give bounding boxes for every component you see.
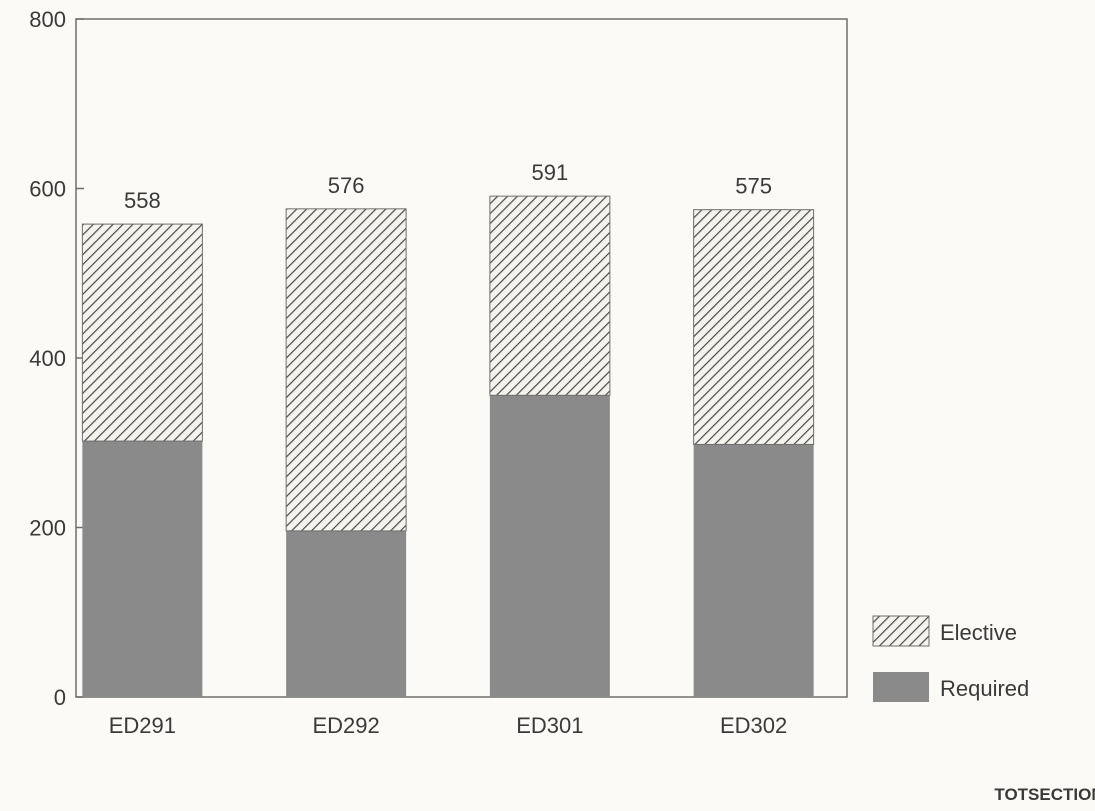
x-tick-label-ed292: ED292 <box>312 713 379 738</box>
legend: Elective Required <box>872 615 1029 702</box>
total-label-ed302: 575 <box>735 174 772 199</box>
y-tick-label-0: 0 <box>54 685 66 710</box>
total-label-ed301: 591 <box>532 160 569 185</box>
bar-required-ed292 <box>286 530 407 697</box>
y-axis: 0 200 400 600 800 <box>29 7 84 710</box>
bar-required-ed291 <box>82 441 203 697</box>
x-tick-label-ed302: ED302 <box>720 713 787 738</box>
total-label-ed291: 558 <box>124 188 161 213</box>
legend-label-required: Required <box>940 676 1029 701</box>
bar-elective-ed301 <box>489 195 611 396</box>
y-tick-label-400: 400 <box>29 346 66 371</box>
y-tick-label-600: 600 <box>29 177 66 202</box>
footer-label: TOTSECTION <box>994 785 1095 804</box>
legend-swatch-required <box>873 672 929 702</box>
total-label-ed292: 576 <box>328 173 365 198</box>
total-labels-group: 558 576 591 575 <box>124 160 772 213</box>
x-tick-label-ed291: ED291 <box>109 713 176 738</box>
x-tick-label-ed301: ED301 <box>516 713 583 738</box>
legend-swatch-elective <box>872 615 930 647</box>
y-tick-label-200: 200 <box>29 516 66 541</box>
y-tick-label-800: 800 <box>29 7 66 32</box>
bar-elective-ed291 <box>81 223 203 442</box>
x-axis: ED291 ED292 ED301 ED302 <box>109 713 788 738</box>
legend-label-elective: Elective <box>940 620 1017 645</box>
bars-group <box>81 195 815 697</box>
bar-required-ed302 <box>693 444 814 697</box>
bar-elective-ed292 <box>285 208 407 532</box>
bar-elective-ed302 <box>693 209 815 445</box>
bar-required-ed301 <box>489 395 610 697</box>
